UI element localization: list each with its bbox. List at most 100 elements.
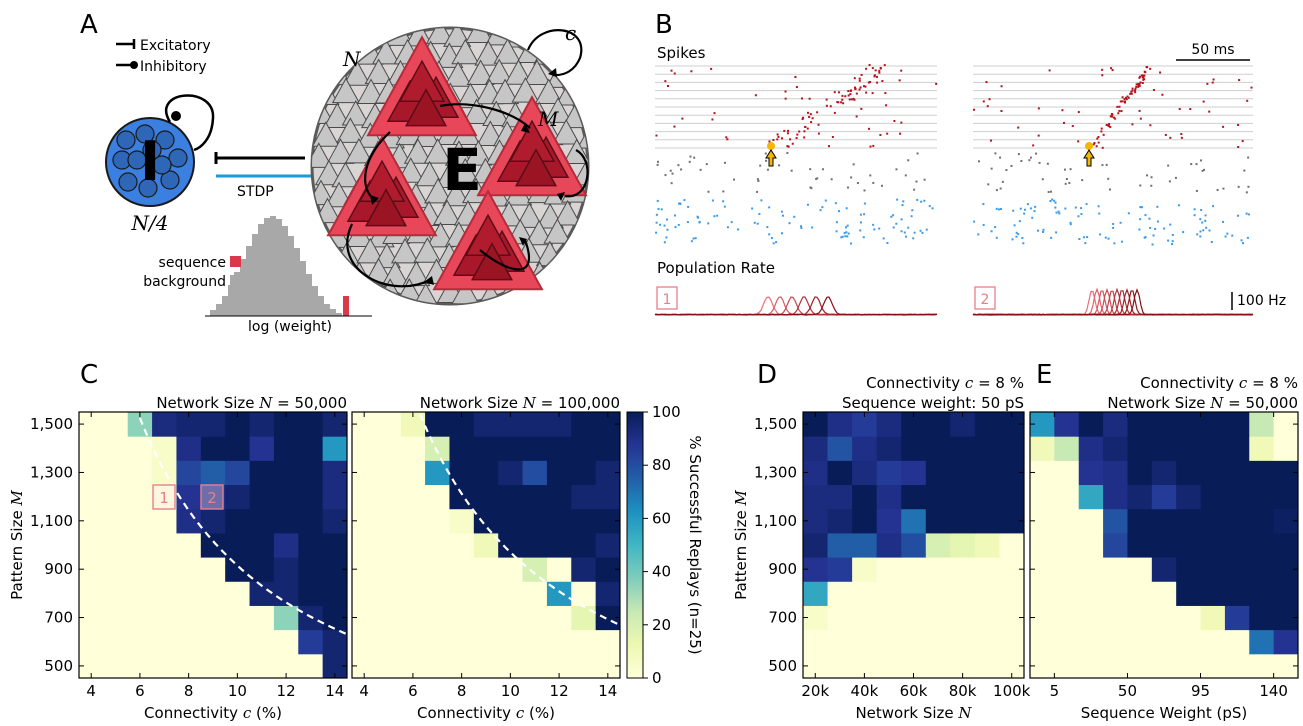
heatmap-cell xyxy=(1103,508,1128,534)
heatmap-cell xyxy=(1200,557,1226,582)
heatmap-cell xyxy=(1224,508,1250,534)
heatmap-cell xyxy=(595,532,621,558)
heatmap-cell xyxy=(425,653,450,679)
heatmap-cell xyxy=(1103,605,1128,631)
heatmap-cell xyxy=(400,629,426,655)
heatmap-cell xyxy=(1127,557,1153,582)
hist-bar xyxy=(276,219,282,316)
heatmap-cell xyxy=(473,605,499,631)
heatmap-cell xyxy=(1054,581,1080,606)
rate-scalebar-label: 100 Hz xyxy=(1237,293,1286,309)
population-rate-traces xyxy=(654,287,1254,316)
heatmap-cell xyxy=(127,484,153,510)
assembly-2 xyxy=(476,95,588,197)
hist-bar xyxy=(318,296,324,316)
heatmap-cell xyxy=(200,436,226,461)
heatmap-cell xyxy=(571,436,597,461)
heatmap-cell xyxy=(103,629,129,655)
spikes-label: Spikes xyxy=(657,44,706,62)
heatmap-cell xyxy=(950,508,976,534)
heatmap-cell xyxy=(1078,557,1104,582)
hist-bar xyxy=(282,226,288,316)
heatmap-cell xyxy=(273,629,299,655)
x-tick-label: 20k xyxy=(801,682,829,700)
x-tick-label: 50 xyxy=(1118,682,1137,700)
heatmap-cell xyxy=(298,557,324,582)
heatmap-cell xyxy=(425,436,450,461)
heatmap-cell xyxy=(127,605,153,631)
x-tick-label: 140 xyxy=(1259,682,1288,700)
y-tick-label: 500 xyxy=(768,657,797,675)
heatmap-cell xyxy=(522,653,548,679)
heatmap-cell xyxy=(852,605,878,631)
heatmap-cell xyxy=(1127,412,1153,437)
heatmap-cell xyxy=(522,557,548,582)
hist-bar xyxy=(306,274,312,316)
heatmap-cell xyxy=(298,508,324,534)
stimulus-arrow-icon xyxy=(1083,149,1095,167)
heatmap-cell xyxy=(273,557,299,582)
heatmap-cell xyxy=(498,484,524,510)
heatmap-cell xyxy=(400,532,426,558)
hist-bar xyxy=(246,246,252,316)
heatmap-cell xyxy=(1249,653,1275,679)
heatmap-cell xyxy=(322,484,348,510)
heatmap-cell xyxy=(1127,436,1153,461)
heatmap-cell xyxy=(595,484,621,510)
heatmap-cell xyxy=(376,436,402,461)
heatmap-cell xyxy=(273,532,299,558)
heatmap-cell xyxy=(127,532,153,558)
colorbar-tick-label: 40 xyxy=(652,563,671,581)
heatmap-cell xyxy=(1127,629,1153,655)
heatmap-cell xyxy=(1103,581,1128,606)
heatmap-cell xyxy=(249,508,275,534)
heatmap-cell xyxy=(473,508,499,534)
heatmap-cell xyxy=(1249,460,1275,486)
heatmap-cell xyxy=(876,460,902,486)
heatmap-cell xyxy=(571,653,597,679)
heatmap-cell xyxy=(571,557,597,582)
heatmap-cell xyxy=(425,629,450,655)
heatmap-cell xyxy=(1078,605,1104,631)
heatmap-cell xyxy=(827,436,853,461)
heatmap-cell xyxy=(852,532,878,558)
heatmap-cell xyxy=(1151,629,1177,655)
stdp-label: STDP xyxy=(237,184,274,200)
inhibitory-legend-label: Inhibitory xyxy=(140,59,207,75)
heatmap-cell xyxy=(152,629,177,655)
heatmap-cell xyxy=(546,484,572,510)
e-to-i-connection xyxy=(214,152,305,164)
heatmap-cell xyxy=(152,605,177,631)
heatmap-cell xyxy=(1224,460,1250,486)
heatmap-cell xyxy=(498,508,524,534)
heatmap-cell xyxy=(103,436,129,461)
heatmap-cell xyxy=(1030,629,1055,655)
heatmap-cell xyxy=(1151,532,1177,558)
heatmap-cell xyxy=(200,508,226,534)
heatmap-cell xyxy=(376,460,402,486)
heatmap-cell xyxy=(827,605,853,631)
heatmap-cell xyxy=(473,629,499,655)
x-axis-label: Connectivity c (%) xyxy=(144,704,282,722)
raster-trial-2 xyxy=(973,65,1253,246)
heatmap-cell xyxy=(498,581,524,606)
heatmap-cell xyxy=(225,605,251,631)
heatmap-cell xyxy=(1030,484,1055,510)
heatmap-cell xyxy=(522,484,548,510)
x-tick-label: 14 xyxy=(598,682,617,700)
heatmap-cell xyxy=(352,484,377,510)
heatmap-cell xyxy=(103,484,129,510)
heatmap-cell xyxy=(103,605,129,631)
y-tick-label: 900 xyxy=(768,560,797,578)
heatmap-cell xyxy=(298,412,324,437)
x-tick-label: 10 xyxy=(501,682,520,700)
heatmap-cell xyxy=(1103,557,1128,582)
heatmap-cell xyxy=(1151,653,1177,679)
heatmap-cell xyxy=(152,436,177,461)
heatmap-cell xyxy=(925,484,951,510)
x-axis-label: Sequence Weight (pS) xyxy=(1081,704,1248,722)
heatmap-cell xyxy=(176,532,202,558)
heatmap-cell xyxy=(1078,484,1104,510)
